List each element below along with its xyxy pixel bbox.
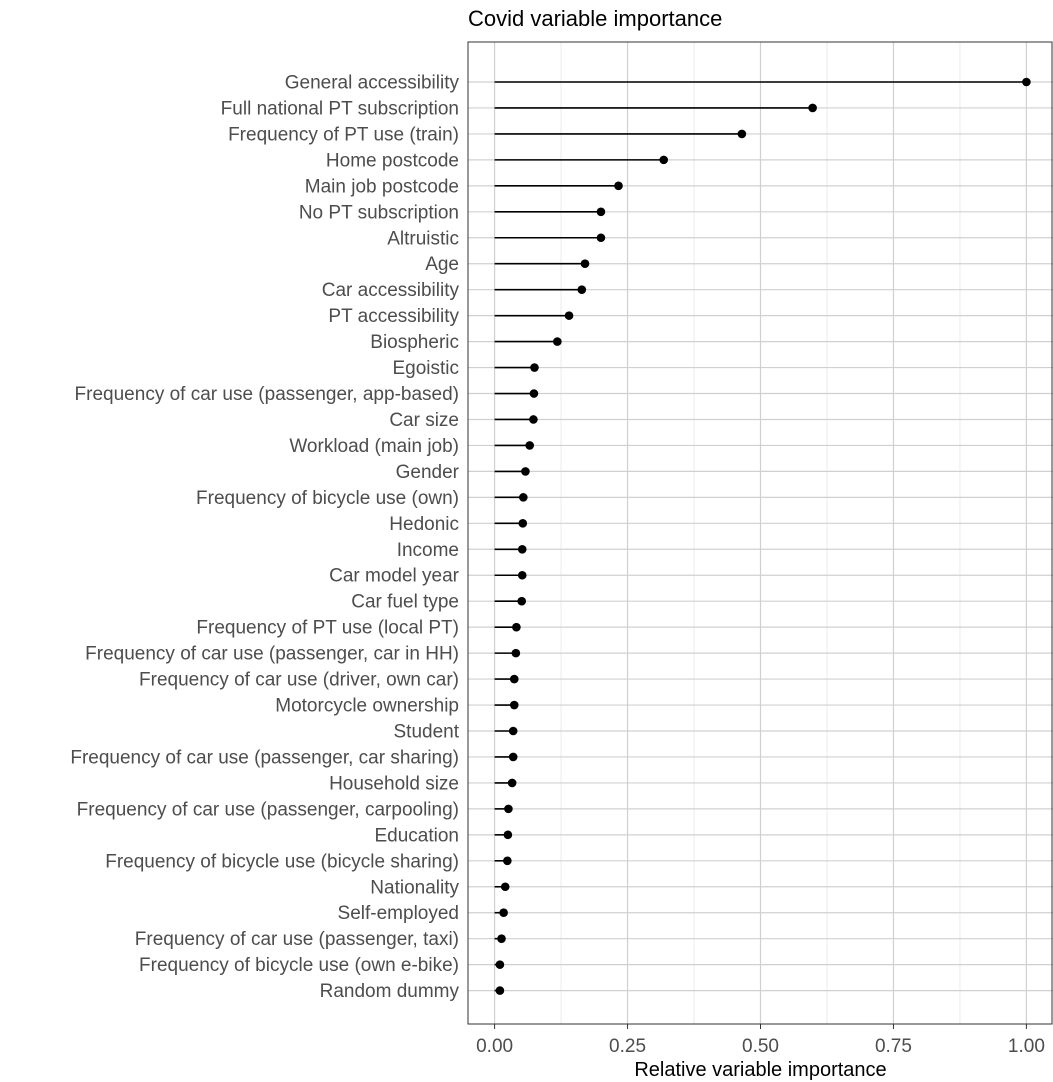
lollipop-point xyxy=(614,181,623,191)
y-tick-label: Egoistic xyxy=(392,358,459,379)
y-tick-label: Biospheric xyxy=(370,332,459,353)
y-tick-label: Frequency of car use (passenger, car in … xyxy=(85,644,459,665)
lollipop-point xyxy=(508,752,518,762)
lollipop-point xyxy=(529,389,539,398)
y-tick-label: Frequency of bicycle use (own) xyxy=(196,488,459,509)
y-tick-label: Altruistic xyxy=(387,228,459,249)
y-tick-label: Frequency of car use (passenger, carpool… xyxy=(77,799,459,820)
x-tick-label: 1.00 xyxy=(1008,1036,1045,1057)
y-tick-label: Workload (main job) xyxy=(289,436,459,457)
lollipop-point xyxy=(507,778,517,788)
lollipop-point xyxy=(564,311,574,320)
lollipop-point xyxy=(497,934,506,943)
y-tick-label: Frequency of car use (passenger, app-bas… xyxy=(75,384,459,405)
x-tick-label: 0.50 xyxy=(742,1036,779,1057)
y-tick-label: Age xyxy=(425,254,459,275)
lollipop-point xyxy=(517,596,527,606)
y-tick-labels: General accessibility Full national PT su… xyxy=(70,73,459,1003)
y-tick-label: Hedonic xyxy=(389,514,459,535)
y-tick-label: Education xyxy=(374,825,459,846)
lollipop-point xyxy=(495,960,505,969)
y-tick-label: Random dummy xyxy=(320,981,460,1002)
lollipop-point xyxy=(553,337,562,346)
lollipop-point xyxy=(503,830,513,840)
lollipop-point xyxy=(504,804,513,814)
lollipop-point xyxy=(521,467,530,476)
y-tick-label: Frequency of PT use (local PT) xyxy=(196,618,459,639)
lollipop-point xyxy=(508,726,518,736)
lollipop-point xyxy=(500,882,510,892)
lollipop-point xyxy=(808,103,817,113)
y-tick-label: Full national PT subscription xyxy=(221,98,459,119)
y-tick-label: General accessibility xyxy=(285,73,460,94)
y-tick-label: Car fuel type xyxy=(351,592,459,613)
chart-title: Covid variable importance xyxy=(468,6,723,31)
y-tick-label: Frequency of car use (passenger, taxi) xyxy=(135,929,459,950)
y-tick-label: Home postcode xyxy=(326,150,459,171)
mark-layer xyxy=(494,77,1031,995)
lollipop-point xyxy=(577,285,587,294)
y-tick-label: Nationality xyxy=(370,877,459,898)
lollipop-point xyxy=(596,207,606,217)
y-tick-label: Frequency of car use (driver, own car) xyxy=(139,670,459,691)
y-tick-label: Student xyxy=(394,722,460,743)
lollipop-point xyxy=(509,674,519,684)
lollipop-point xyxy=(1022,77,1031,87)
lollipop-point xyxy=(529,415,538,424)
y-tick-label: No PT subscription xyxy=(299,202,459,223)
lollipop-point xyxy=(518,519,528,528)
lollipop-point xyxy=(495,986,505,995)
lollipop-point xyxy=(519,493,528,502)
y-tick-label: Frequency of bicycle use (own e-bike) xyxy=(139,955,459,976)
lollipop-point xyxy=(580,259,590,269)
lollipop-point xyxy=(503,856,512,866)
y-tick-label: Main job postcode xyxy=(305,176,459,197)
lollipop-point xyxy=(737,129,747,139)
x-tick-label: 0.25 xyxy=(609,1036,646,1057)
y-tick-label: Car model year xyxy=(329,566,460,587)
y-tick-label: Frequency of bicycle use (bicycle sharin… xyxy=(105,851,459,872)
x-tick-label: 0.00 xyxy=(476,1036,513,1057)
y-tick-label: Frequency of PT use (train) xyxy=(228,124,459,145)
grid-layer xyxy=(468,42,1053,1024)
x-axis-title: Relative variable importance xyxy=(634,1059,886,1081)
y-tick-label: Frequency of car use (passenger, car sha… xyxy=(70,747,459,768)
lollipop-point xyxy=(499,908,508,918)
lollipop-point xyxy=(596,233,606,243)
x-tick-label: 0.75 xyxy=(875,1036,912,1057)
y-tick-label: Household size xyxy=(329,773,459,794)
y-tick-label: Income xyxy=(397,540,459,561)
y-tick-label: Car size xyxy=(389,410,459,431)
y-tick-label: Car accessibility xyxy=(322,280,460,301)
lollipop-point xyxy=(530,363,539,372)
lollipop-point xyxy=(517,570,527,580)
lollipop-point xyxy=(659,155,669,165)
lollipop-point xyxy=(525,441,534,450)
y-tick-label: Motorcycle ownership xyxy=(275,696,459,717)
lollipop-point xyxy=(512,622,521,632)
y-tick-label: PT accessibility xyxy=(328,306,459,327)
x-tick-labels: 0.00 0.25 0.50 0.75 1.00 xyxy=(476,1024,1045,1057)
lollipop-point xyxy=(517,544,527,554)
y-tick-label: Self-employed xyxy=(338,903,459,924)
lollipop-point xyxy=(511,648,521,658)
y-tick-label: Gender xyxy=(396,462,460,483)
lollipop-point xyxy=(509,700,519,710)
